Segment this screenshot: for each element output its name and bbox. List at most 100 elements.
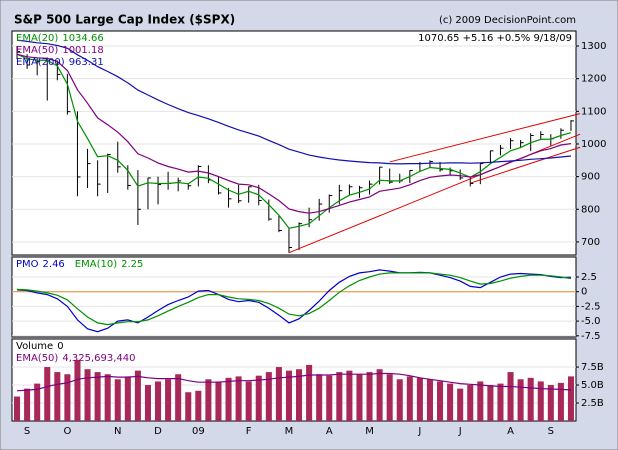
volume-bar xyxy=(437,381,444,421)
volume-bar xyxy=(567,376,574,421)
legend-entry: EMA(20) 1034.66 xyxy=(16,33,104,44)
volume-bar xyxy=(275,367,282,421)
y-tick-label: 900 xyxy=(581,172,600,183)
volume-bar xyxy=(265,372,272,421)
y-tick-label: 2.5 xyxy=(581,272,597,283)
volume-bar xyxy=(517,379,524,421)
x-tick-label: A xyxy=(326,426,333,437)
volume-bar xyxy=(386,374,393,421)
volume-bar xyxy=(84,369,91,421)
y-tick-label: 1200 xyxy=(581,74,606,85)
source: (c) 2009 DecisionPoint.com xyxy=(439,15,576,26)
volume-bar xyxy=(104,374,111,421)
volume-bar xyxy=(416,377,423,421)
legend-entry: PMO 2.46 xyxy=(16,259,65,270)
x-tick-label: M xyxy=(285,426,294,437)
x-tick-label: N xyxy=(114,426,121,437)
x-tick-label: M xyxy=(365,426,374,437)
x-tick-label: O xyxy=(63,426,71,437)
y-tick-label: 1100 xyxy=(581,106,606,117)
legend-name: EMA(50) xyxy=(16,45,58,56)
volume-bar xyxy=(285,370,292,421)
volume-bar xyxy=(507,372,514,421)
legend-value: 963.31 xyxy=(69,57,104,68)
quote: 1070.65 +5.16 +0.5% 9/18/09 xyxy=(418,33,572,44)
volume-bar xyxy=(527,377,534,421)
volume-bar xyxy=(195,390,202,421)
y-tick-label: 2.5B xyxy=(581,398,604,409)
legend-name: PMO xyxy=(16,259,39,270)
legend-entry: Volume 0 xyxy=(16,341,64,352)
volume-bar xyxy=(205,379,212,421)
legend-entry: EMA(50) 4,325,693,440 xyxy=(16,353,136,364)
volume-bar xyxy=(426,379,433,421)
volume-bar xyxy=(487,385,494,421)
legend-value: 1001.18 xyxy=(62,45,103,56)
x-tick-label: S xyxy=(24,426,30,437)
trend-line xyxy=(470,146,581,184)
series-line xyxy=(16,269,572,333)
volume-bar xyxy=(215,381,222,421)
series-line xyxy=(16,272,572,326)
volume-bar xyxy=(44,367,51,421)
legend-name: EMA(200) xyxy=(16,57,65,68)
volume-bar xyxy=(64,374,71,421)
volume-bar xyxy=(316,374,323,421)
volume-bar xyxy=(235,376,242,421)
x-tick-label: 09 xyxy=(192,426,205,437)
volume-bar xyxy=(326,375,333,421)
y-tick-label: -5.0 xyxy=(581,316,601,327)
volume-bar xyxy=(225,377,232,421)
volume-bar xyxy=(54,372,61,421)
volume-bar xyxy=(114,379,121,421)
volume-bar xyxy=(336,372,343,421)
legend-entry: EMA(50) 1001.18 xyxy=(16,45,104,56)
legend-entry: EMA(10) 2.25 xyxy=(75,259,144,270)
legend-value: 2.25 xyxy=(121,259,143,270)
y-tick-label: 0 xyxy=(581,287,587,298)
volume-bar xyxy=(14,396,21,421)
legend-entry: EMA(200) 963.31 xyxy=(16,57,104,68)
volume-bar xyxy=(537,381,544,421)
y-tick-label: 1000 xyxy=(581,139,606,150)
volume-bar xyxy=(255,375,262,421)
y-tick-label: 700 xyxy=(581,237,600,248)
volume-bar xyxy=(296,369,303,421)
volume-bar xyxy=(24,388,31,421)
volume-bar xyxy=(134,370,141,421)
legend-name: EMA(50) xyxy=(16,353,58,364)
x-tick-label: D xyxy=(154,426,162,437)
volume-bar xyxy=(144,385,151,421)
legend-name: EMA(10) xyxy=(75,259,117,270)
y-tick-label: -7.5 xyxy=(581,331,601,342)
volume-bar xyxy=(185,392,192,421)
volume-bar xyxy=(74,359,81,421)
y-tick-label: 5.0B xyxy=(581,380,604,391)
x-tick-label: F xyxy=(246,426,252,437)
volume-bar xyxy=(497,383,504,421)
volume-bar xyxy=(34,383,41,421)
volume-bar xyxy=(366,372,373,421)
volume-bar xyxy=(124,376,131,421)
x-tick-label: J xyxy=(417,426,421,437)
volume-bar xyxy=(557,382,564,421)
volume-bar xyxy=(406,376,413,421)
y-tick-label: 1300 xyxy=(581,41,606,52)
volume-bar xyxy=(457,388,464,421)
x-tick-label: J xyxy=(458,426,462,437)
legend-value: 0 xyxy=(57,341,63,352)
y-tick-label: 7.5B xyxy=(581,362,604,373)
volume-bar xyxy=(467,385,474,421)
volume-bar xyxy=(477,381,484,421)
y-tick-label: 800 xyxy=(581,204,600,215)
volume-bar xyxy=(447,383,454,421)
y-tick-label: -2.5 xyxy=(581,301,601,312)
volume-bar xyxy=(175,374,182,421)
volume-bar xyxy=(155,381,162,421)
panel xyxy=(11,30,577,256)
volume-bar xyxy=(376,369,383,421)
legend-value: 1034.66 xyxy=(62,33,103,44)
volume-bar xyxy=(245,381,252,421)
series-line xyxy=(16,53,572,214)
